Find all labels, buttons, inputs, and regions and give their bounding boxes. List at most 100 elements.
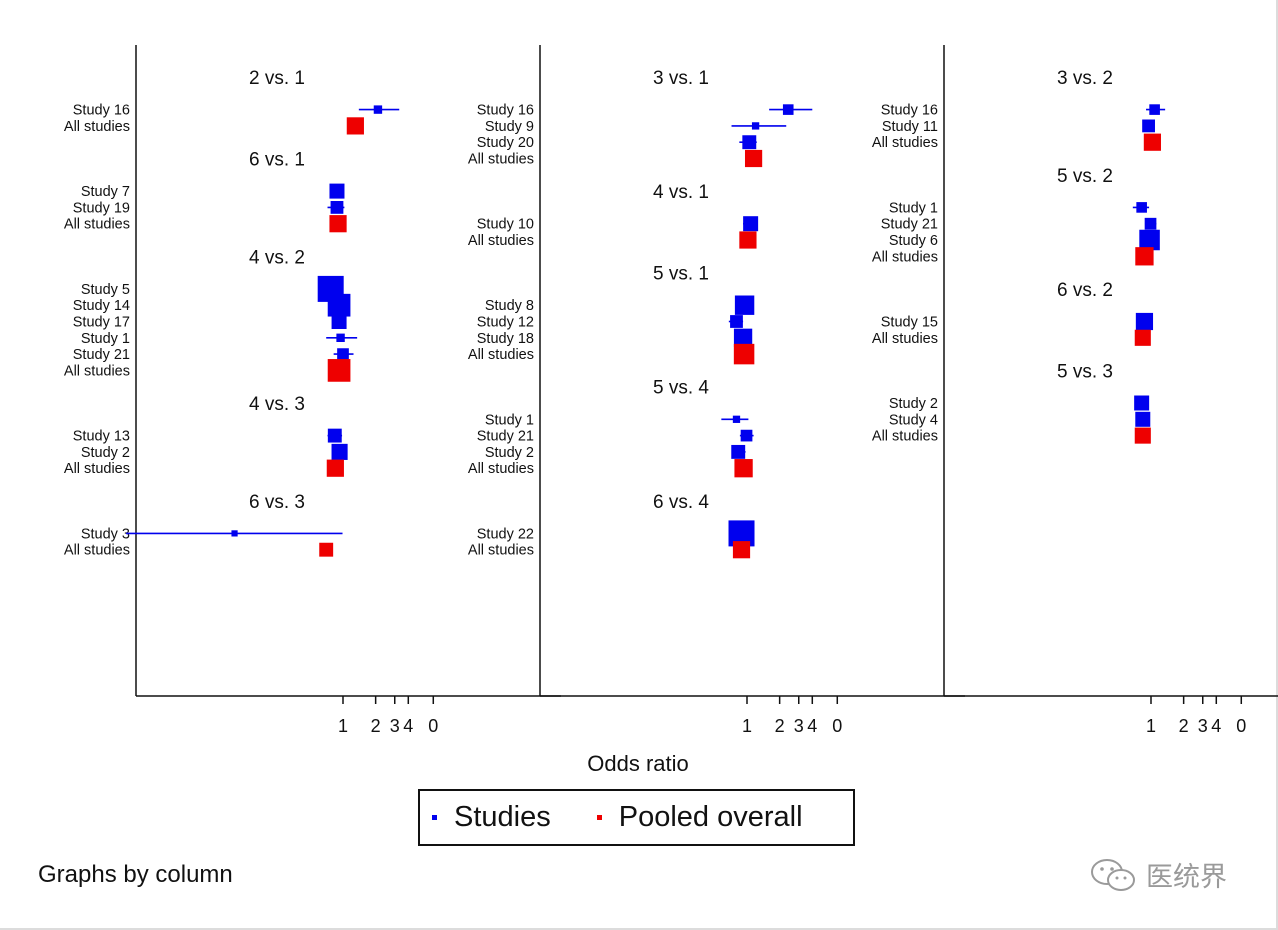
study-marker: [1134, 395, 1150, 411]
row-label: All studies: [64, 119, 130, 135]
row-label: All studies: [872, 135, 938, 151]
study-marker: [331, 314, 347, 329]
study-marker: [743, 216, 759, 232]
row-label: Study 17: [73, 315, 130, 331]
group-title: 6 vs. 2: [1057, 280, 1113, 301]
study-marker: [336, 333, 345, 342]
row-label: Study 15: [881, 315, 938, 331]
row-label: Study 22: [477, 526, 534, 542]
row-label: Study 12: [477, 315, 534, 331]
group-title: 6 vs. 3: [249, 492, 305, 513]
x-tick-label: 4: [403, 716, 413, 736]
watermark: 医统界: [1088, 855, 1227, 894]
x-tick-label: 1: [1146, 716, 1156, 736]
row-label: Study 2: [485, 445, 534, 461]
study-marker: [1135, 411, 1151, 427]
row-label: Study 20: [477, 135, 534, 151]
row-label: Study 3: [81, 526, 130, 542]
study-marker: [1139, 229, 1160, 251]
x-tick-label: 3: [1198, 716, 1208, 736]
row-label: All studies: [468, 461, 534, 477]
group-title: 5 vs. 4: [653, 378, 709, 399]
legend-item-studies: Studies: [432, 801, 551, 834]
row-label: Study 19: [73, 200, 130, 216]
row-label: Study 2: [889, 396, 938, 412]
row-label: Study 14: [73, 298, 130, 314]
study-marker: [740, 429, 753, 442]
x-tick-label: 4: [807, 716, 817, 736]
row-label: All studies: [468, 152, 534, 168]
study-marker: [337, 348, 349, 360]
pooled-marker: [1135, 247, 1154, 266]
x-tick-label: 3: [794, 716, 804, 736]
row-label: Study 1: [81, 331, 130, 347]
pooled-marker: [739, 231, 757, 249]
group-title: 2 vs. 1: [249, 68, 305, 89]
row-label: Study 2: [81, 445, 130, 461]
legend: Studies Pooled overall: [418, 789, 855, 846]
row-label: All studies: [872, 249, 938, 265]
wechat-icon: [1091, 858, 1135, 891]
study-marker: [1142, 119, 1155, 133]
x-tick-label: 0: [832, 716, 842, 736]
pooled-marker: [326, 459, 344, 477]
row-label: Study 21: [477, 429, 534, 445]
group-title: 6 vs. 1: [249, 150, 305, 171]
watermark-text: 医统界: [1146, 862, 1227, 892]
row-label: All studies: [872, 331, 938, 347]
row-label: Study 21: [881, 217, 938, 233]
study-marker: [1144, 217, 1157, 230]
x-tick-label: 0: [428, 716, 438, 736]
row-label: Study 16: [73, 103, 130, 119]
study-marker: [730, 315, 743, 328]
study-marker: [1136, 202, 1147, 213]
study-marker: [373, 105, 383, 114]
row-label: Study 16: [477, 103, 534, 119]
x-tick-label: 2: [371, 716, 381, 736]
pooled-marker: [319, 542, 334, 557]
study-marker: [742, 135, 757, 150]
group-title: 4 vs. 3: [249, 394, 305, 415]
x-tick-label: 1: [742, 716, 752, 736]
row-label: Study 5: [81, 282, 130, 298]
group-title: 5 vs. 3: [1057, 361, 1113, 382]
x-tick-label: 2: [1179, 716, 1189, 736]
row-label: All studies: [64, 543, 130, 559]
pooled-marker: [734, 459, 753, 478]
group-title: 5 vs. 1: [653, 264, 709, 285]
x-axis-label: Odds ratio: [587, 751, 689, 776]
x-tick-label: 1: [338, 716, 348, 736]
pooled-marker: [346, 117, 364, 135]
row-label: All studies: [64, 363, 130, 379]
study-marker: [329, 183, 345, 199]
study-marker: [782, 104, 794, 115]
pooled-marker: [733, 343, 755, 365]
study-marker: [327, 428, 342, 443]
row-label: Study 13: [73, 429, 130, 445]
row-label: Study 1: [889, 200, 938, 216]
by-column-note: Graphs by column: [38, 861, 233, 888]
study-marker: [1149, 104, 1160, 115]
legend-marker-studies: [432, 815, 437, 820]
group-title: 5 vs. 2: [1057, 166, 1113, 187]
row-label: All studies: [468, 543, 534, 559]
row-label: Study 16: [881, 103, 938, 119]
group-title: 3 vs. 2: [1057, 68, 1113, 89]
legend-marker-pooled: [596, 815, 602, 820]
study-marker: [330, 201, 344, 214]
x-tick-label: 3: [390, 716, 400, 736]
legend-item-pooled: Pooled overall: [596, 801, 803, 834]
pooled-marker: [1143, 133, 1161, 151]
group-title: 4 vs. 1: [653, 182, 709, 203]
pooled-marker: [1134, 427, 1151, 444]
study-marker: [1135, 312, 1154, 331]
study-marker: [231, 530, 238, 537]
x-tick-label: 0: [1236, 716, 1246, 736]
row-label: All studies: [468, 347, 534, 363]
x-tick-label: 2: [775, 716, 785, 736]
